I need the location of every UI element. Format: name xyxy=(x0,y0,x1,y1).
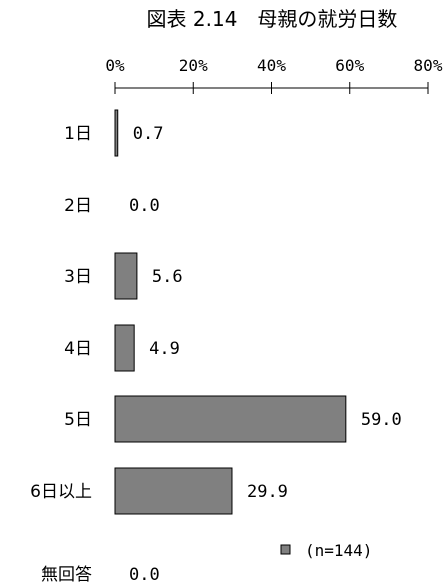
data-label: 5.6 xyxy=(152,267,183,287)
bar xyxy=(114,109,119,157)
category-label: 4日 xyxy=(64,339,92,359)
category-label: 6日以上 xyxy=(30,482,92,502)
legend-swatch xyxy=(280,544,291,555)
legend-label: (n=144) xyxy=(305,541,372,560)
data-label: 59.0 xyxy=(361,410,402,430)
data-label: 0.0 xyxy=(129,196,160,216)
x-axis: 0% 20% 40% 60% 80% xyxy=(105,56,443,94)
data-label: 0.7 xyxy=(133,124,164,144)
category-label: 5日 xyxy=(64,410,92,430)
data-label: 0.0 xyxy=(129,565,160,585)
bars-group: 1日 0.7 2日 0.0 3日 5.6 4日 4.9 5日 59.0 6日以上 29.9 無回答 0.0 xyxy=(30,109,402,585)
legend: (n=144) xyxy=(280,541,372,560)
category-label: 1日 xyxy=(64,124,92,144)
x-tick-label: 60% xyxy=(335,56,364,75)
category-label: 無回答 xyxy=(41,565,92,585)
x-tick-label: 80% xyxy=(414,56,443,75)
data-label: 4.9 xyxy=(149,339,180,359)
category-label: 3日 xyxy=(64,267,92,287)
data-label: 29.9 xyxy=(247,482,288,502)
bar xyxy=(114,252,138,300)
x-tick-label: 40% xyxy=(257,56,286,75)
bar xyxy=(114,395,347,443)
category-label: 2日 xyxy=(64,196,92,216)
chart-title: 図表 2.14 母親の就労日数 xyxy=(147,7,398,31)
bar xyxy=(114,324,135,372)
bar xyxy=(114,467,233,515)
x-tick-label: 20% xyxy=(179,56,208,75)
x-tick-label: 0% xyxy=(105,56,125,75)
